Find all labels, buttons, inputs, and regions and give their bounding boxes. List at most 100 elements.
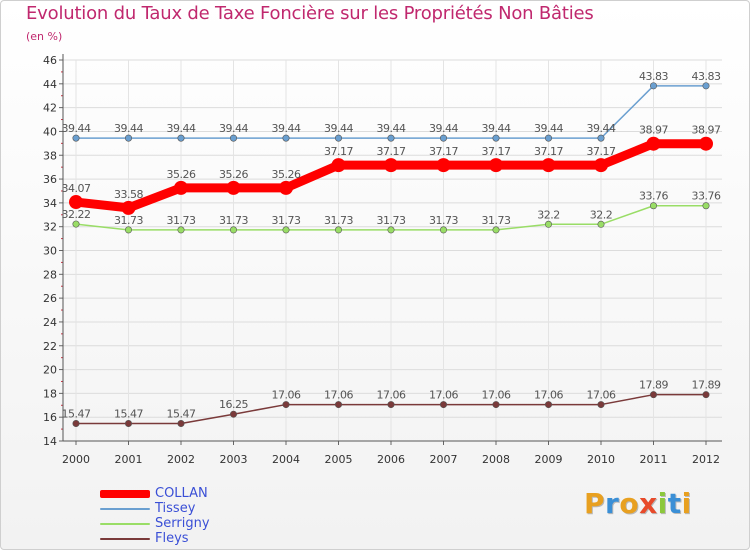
y-tick-label: 26 — [43, 292, 57, 305]
data-point-collan — [436, 158, 451, 173]
data-labels: 34.07 33.58 35.26 35.26 35.26 37.17 37.17 37.17… — [62, 70, 722, 421]
data-label-fleys: 17.89 — [692, 379, 721, 392]
data-label-fleys: 17.06 — [429, 389, 458, 402]
data-label-fleys: 17.06 — [534, 389, 563, 402]
data-point-collan — [331, 158, 346, 173]
data-point-serrigny — [702, 202, 710, 210]
data-label-collan: 33.58 — [114, 188, 143, 201]
data-point-collan — [174, 180, 188, 195]
data-point-tissey — [439, 134, 447, 142]
data-point-tissey — [282, 134, 290, 142]
legend-swatch — [100, 507, 150, 510]
legend: COLLAN Tissey Serrigny Fleys — [100, 486, 210, 546]
x-tick-label: 2004 — [272, 453, 300, 466]
data-point-collan — [121, 200, 136, 215]
legend-swatch — [100, 522, 150, 525]
data-label-tissey: 39.44 — [587, 122, 616, 135]
data-point-tissey — [334, 134, 342, 142]
data-point-fleys — [649, 391, 657, 399]
axes: 14 16 18 20 22 24 26 28 30 32 34 36 38 40 42 44 46 2000 20… — [43, 54, 722, 466]
data-label-fleys: 15.47 — [114, 407, 143, 420]
series-lines — [69, 82, 713, 427]
data-label-tissey: 39.44 — [114, 122, 143, 135]
data-point-fleys — [125, 419, 133, 427]
data-point-tissey — [492, 134, 500, 142]
data-label-serrigny: 33.76 — [692, 190, 721, 203]
data-point-serrigny — [334, 226, 342, 234]
data-label-serrigny: 33.76 — [639, 190, 668, 203]
legend-label: COLLAN — [155, 486, 208, 501]
logo-letter: o — [619, 487, 640, 520]
unit-label: (en %) — [26, 30, 63, 43]
y-tick-label: 40 — [43, 125, 57, 138]
data-point-tissey — [72, 134, 80, 142]
data-point-serrigny — [177, 226, 185, 234]
y-tick-label: 16 — [43, 411, 57, 424]
data-label-collan: 38.97 — [639, 124, 668, 137]
data-point-serrigny — [282, 226, 290, 234]
data-label-serrigny: 32.22 — [62, 208, 91, 221]
x-tick-label: 2000 — [62, 453, 90, 466]
data-point-collan — [69, 195, 83, 210]
x-tick-label: 2007 — [430, 453, 458, 466]
data-label-serrigny: 31.73 — [219, 214, 248, 227]
data-label-collan: 35.26 — [167, 168, 196, 181]
y-tick-label: 20 — [43, 364, 57, 377]
data-label-tissey: 39.44 — [482, 122, 511, 135]
data-label-serrigny: 31.73 — [429, 214, 458, 227]
data-point-collan — [279, 180, 293, 195]
data-point-tissey — [649, 82, 657, 90]
data-point-collan — [594, 158, 608, 173]
data-label-tissey: 39.44 — [62, 122, 91, 135]
logo-letter: t — [667, 487, 682, 520]
data-label-fleys: 15.47 — [62, 407, 91, 420]
grid — [63, 59, 722, 442]
data-label-fleys: 16.25 — [219, 398, 248, 411]
logo-letter: x — [639, 487, 658, 520]
data-label-serrigny: 32.2 — [537, 208, 560, 221]
x-tick-label: 2009 — [535, 453, 563, 466]
y-tick-label: 30 — [43, 245, 57, 258]
y-tick-label: 34 — [43, 197, 57, 210]
data-label-serrigny: 31.73 — [272, 214, 301, 227]
x-tick-label: 2005 — [325, 453, 353, 466]
data-point-collan — [699, 136, 713, 151]
x-tick-label: 2011 — [640, 453, 668, 466]
x-tick-label: 2010 — [587, 453, 615, 466]
data-point-fleys — [334, 401, 342, 409]
logo-letter: i — [681, 487, 692, 520]
data-label-collan: 37.17 — [377, 145, 406, 158]
logo-letter: i — [657, 487, 668, 520]
data-label-collan: 37.17 — [587, 145, 616, 158]
data-label-collan: 37.17 — [534, 145, 563, 158]
data-label-collan: 37.17 — [324, 145, 353, 158]
data-label-tissey: 39.44 — [324, 122, 353, 135]
data-point-tissey — [125, 134, 133, 142]
legend-item-collan: COLLAN — [100, 486, 210, 501]
logo-letter: r — [605, 487, 620, 520]
data-point-tissey — [544, 134, 552, 142]
legend-item-tissey: Tissey — [100, 501, 210, 516]
data-label-tissey: 39.44 — [167, 122, 196, 135]
data-point-fleys — [387, 401, 395, 409]
data-label-fleys: 17.06 — [377, 389, 406, 402]
data-label-serrigny: 31.73 — [377, 214, 406, 227]
data-label-serrigny: 32.2 — [590, 208, 613, 221]
x-tick-label: 2002 — [167, 453, 195, 466]
data-label-collan: 37.17 — [429, 145, 458, 158]
data-label-tissey: 43.83 — [692, 70, 721, 83]
data-label-collan: 34.07 — [62, 182, 91, 195]
proxiti-logo: Proxiti — [584, 487, 692, 520]
y-tick-label: 42 — [43, 102, 57, 115]
data-label-tissey: 39.44 — [219, 122, 248, 135]
legend-item-fleys: Fleys — [100, 531, 210, 546]
data-label-tissey: 39.44 — [534, 122, 563, 135]
data-point-tissey — [230, 134, 238, 142]
data-point-serrigny — [492, 226, 500, 234]
legend-item-serrigny: Serrigny — [100, 516, 210, 531]
data-point-fleys — [492, 401, 500, 409]
y-tick-label: 44 — [43, 78, 57, 91]
chart-title: Evolution du Taux de Taxe Foncière sur l… — [26, 3, 594, 24]
y-tick-label: 46 — [43, 54, 57, 67]
